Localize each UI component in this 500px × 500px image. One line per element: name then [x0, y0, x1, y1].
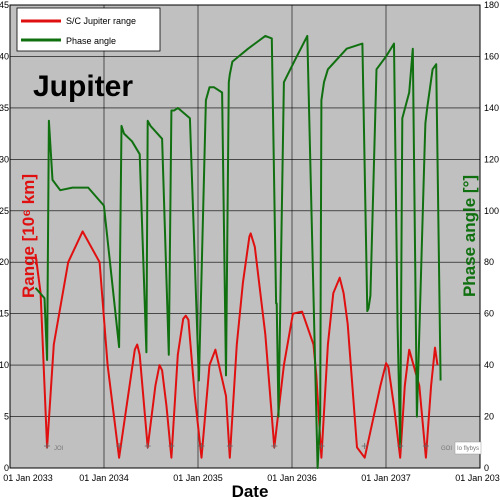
left-axis-ticks: 0 5 10 15 20 25 30 35 40 45: [0, 0, 9, 473]
legend-label-phase: Phase angle: [66, 36, 116, 46]
left-tick-label: 20: [0, 257, 9, 267]
right-tick-label: 140: [484, 103, 499, 113]
x-tick-label: 01 Jan 2037: [361, 473, 411, 483]
flyby-markers: [44, 443, 429, 449]
marker-label-last: GOI: [441, 446, 452, 452]
series-group: [34, 34, 442, 469]
left-tick-label: 35: [0, 103, 9, 113]
flyby-label-box: [454, 441, 482, 455]
right-tick-label: 80: [484, 257, 494, 267]
x-axis-ticks: 01 Jan 2033 01 Jan 2034 01 Jan 2035 01 Jan …: [3, 473, 500, 483]
right-tick-label: 100: [484, 206, 499, 216]
right-tick-label: 40: [484, 360, 494, 370]
phase-series-line: [34, 34, 442, 469]
right-tick-label: 180: [484, 0, 499, 10]
right-tick-label: 20: [484, 412, 494, 422]
right-tick-label: 0: [484, 463, 489, 473]
x-tick-label: 01 Jan 2035: [173, 473, 223, 483]
left-tick-label: 5: [4, 412, 9, 422]
left-tick-label: 25: [0, 206, 9, 216]
x-tick-label: 01 Jan 2038: [455, 473, 500, 483]
right-tick-label: 160: [484, 51, 499, 61]
flyby-label: Io flybys: [457, 446, 479, 452]
x-tick-label: 01 Jan 2034: [79, 473, 129, 483]
left-tick-label: 40: [0, 51, 9, 61]
range-series-line: [34, 230, 439, 459]
marker-label-first: JOI: [54, 446, 64, 452]
legend-box: [16, 7, 161, 52]
x-tick-label: 01 Jan 2036: [267, 473, 317, 483]
right-tick-label: 60: [484, 309, 494, 319]
x-axis-label: Date: [232, 482, 269, 500]
legend: S/C Jupiter range Phase angle: [16, 7, 161, 52]
left-tick-label: 10: [0, 360, 9, 370]
left-tick-label: 30: [0, 154, 9, 164]
legend-label-range: S/C Jupiter range: [66, 16, 136, 26]
right-tick-label: 120: [484, 154, 499, 164]
left-axis-label: Range [10⁶ km]: [19, 174, 38, 298]
left-tick-label: 15: [0, 309, 9, 319]
right-axis-ticks: 0 20 40 60 80 100 120 140 160 180: [484, 0, 499, 473]
right-axis-label: Phase angle [°]: [460, 175, 479, 297]
left-tick-label: 0: [4, 463, 9, 473]
left-tick-label: 45: [0, 0, 9, 10]
x-tick-label: 01 Jan 2033: [3, 473, 53, 483]
chart-title: Jupiter: [33, 70, 133, 103]
